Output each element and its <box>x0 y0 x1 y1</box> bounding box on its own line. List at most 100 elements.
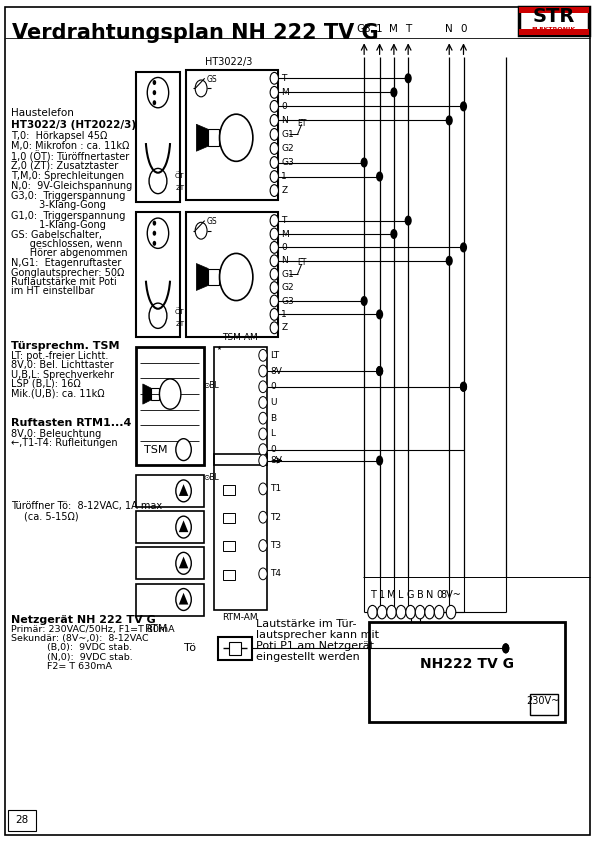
Polygon shape <box>178 593 188 605</box>
Text: Verdrahtungsplan NH 222 TV G: Verdrahtungsplan NH 222 TV G <box>12 23 378 43</box>
Text: Ruftasten RTM1...4: Ruftasten RTM1...4 <box>11 418 131 429</box>
Polygon shape <box>196 264 208 290</box>
Bar <box>229 642 241 655</box>
Bar <box>8 810 36 831</box>
Text: LT: pot.-freier Lichtt.: LT: pot.-freier Lichtt. <box>11 351 108 361</box>
Text: N: N <box>281 116 288 125</box>
Text: TSM-AM: TSM-AM <box>223 333 258 342</box>
Circle shape <box>152 241 156 246</box>
Circle shape <box>425 605 434 619</box>
Circle shape <box>220 253 253 301</box>
Text: 0: 0 <box>461 24 466 34</box>
Circle shape <box>361 157 368 168</box>
Text: LT: LT <box>270 351 279 360</box>
Text: geschlossen, wenn: geschlossen, wenn <box>11 239 122 249</box>
Circle shape <box>152 100 156 105</box>
Circle shape <box>434 605 444 619</box>
Polygon shape <box>178 557 188 568</box>
Text: G1,0:  Triggerspannung: G1,0: Triggerspannung <box>11 210 125 221</box>
Circle shape <box>415 605 425 619</box>
Circle shape <box>259 444 267 456</box>
Circle shape <box>460 381 467 392</box>
Circle shape <box>259 568 267 580</box>
Circle shape <box>502 643 509 653</box>
Text: 8V: 8V <box>270 456 282 465</box>
Text: M: M <box>281 88 289 97</box>
Bar <box>208 269 219 285</box>
Circle shape <box>387 605 396 619</box>
Text: Poti P1 am Netzgerät: Poti P1 am Netzgerät <box>256 641 374 651</box>
Text: M: M <box>390 24 398 34</box>
Text: Mik.(U,B): ca. 11kΩ: Mik.(U,B): ca. 11kΩ <box>11 388 104 398</box>
Circle shape <box>259 428 267 440</box>
Text: 1-Klang-Gong: 1-Klang-Gong <box>11 220 105 230</box>
Bar <box>214 347 267 465</box>
Polygon shape <box>196 125 208 152</box>
Bar <box>136 347 204 465</box>
Circle shape <box>176 589 192 610</box>
Circle shape <box>259 381 267 392</box>
Circle shape <box>259 365 267 377</box>
Polygon shape <box>178 520 188 532</box>
Circle shape <box>259 413 267 424</box>
Text: ⊙BL: ⊙BL <box>203 472 219 482</box>
Text: Tö: Tö <box>184 643 196 653</box>
Bar <box>519 29 589 35</box>
Circle shape <box>460 242 467 253</box>
Text: T: T <box>281 216 287 225</box>
Circle shape <box>405 216 412 226</box>
Circle shape <box>270 115 278 126</box>
Bar <box>186 70 278 200</box>
Circle shape <box>460 381 467 392</box>
Text: 1: 1 <box>281 172 287 181</box>
Text: 0: 0 <box>270 382 276 392</box>
Text: G3: G3 <box>281 158 294 167</box>
Circle shape <box>152 80 156 85</box>
Bar <box>223 513 235 523</box>
Circle shape <box>270 242 278 253</box>
Text: Z,0 (ZT): Zusatztaster: Z,0 (ZT): Zusatztaster <box>11 161 118 171</box>
Circle shape <box>176 439 192 461</box>
Text: 28: 28 <box>15 815 29 825</box>
Text: B: B <box>416 590 424 600</box>
Polygon shape <box>143 384 151 404</box>
Text: 0: 0 <box>281 102 287 111</box>
Text: Primär: 230VAC/50Hz, F1=T 80mA: Primär: 230VAC/50Hz, F1=T 80mA <box>11 625 174 634</box>
Text: Z: Z <box>281 186 287 195</box>
Text: N: N <box>426 590 433 600</box>
Text: 0: 0 <box>270 445 276 454</box>
Bar <box>136 475 204 507</box>
Text: Ruflautstärke mit Poti: Ruflautstärke mit Poti <box>11 277 117 287</box>
Text: lautsprecher kann mit: lautsprecher kann mit <box>256 630 379 640</box>
Text: T,0:  Hörkapsel 45Ω: T,0: Hörkapsel 45Ω <box>11 131 107 141</box>
Text: G: G <box>407 590 414 600</box>
Text: T: T <box>369 590 375 600</box>
Text: Z: Z <box>281 323 287 333</box>
Circle shape <box>152 231 156 236</box>
Circle shape <box>270 322 278 333</box>
Text: 3-Klang-Gong: 3-Klang-Gong <box>11 200 105 210</box>
Bar <box>214 454 267 610</box>
Text: 1: 1 <box>281 310 287 319</box>
Text: RTM: RTM <box>145 624 168 634</box>
Text: G1: G1 <box>281 130 294 139</box>
Circle shape <box>390 229 397 239</box>
Circle shape <box>270 157 278 168</box>
Text: ET: ET <box>298 258 307 268</box>
Circle shape <box>259 349 267 361</box>
Circle shape <box>270 269 278 280</box>
Text: Gonglautsprecher: 50Ω: Gonglautsprecher: 50Ω <box>11 268 124 278</box>
Bar <box>208 130 219 147</box>
Bar <box>223 485 235 495</box>
Text: GS: GS <box>206 75 217 84</box>
Text: ELEKTRONIK: ELEKTRONIK <box>532 27 576 31</box>
Bar <box>151 388 159 400</box>
Text: N: N <box>445 24 453 34</box>
Circle shape <box>396 605 406 619</box>
Circle shape <box>502 643 509 653</box>
Circle shape <box>377 605 387 619</box>
Circle shape <box>270 282 278 294</box>
Circle shape <box>270 308 278 320</box>
Text: T1: T1 <box>270 484 281 493</box>
Circle shape <box>220 115 253 162</box>
